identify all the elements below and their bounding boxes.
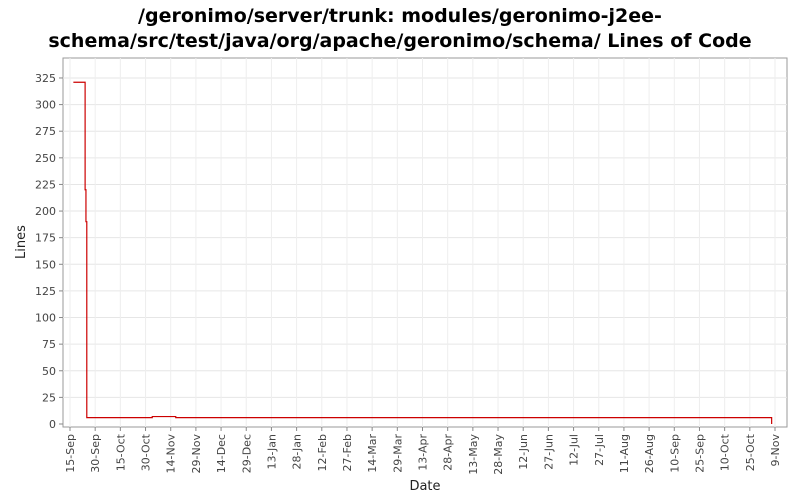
y-axis: 0 25 50 75 100 125 150 175 200 225 250 275 300 325	[35, 72, 63, 431]
x-tick-label: 10-Sep	[668, 434, 681, 473]
x-tick-label: 27-Jul	[593, 434, 606, 466]
x-axis: 15-Sep 30-Sep 15-Oct 30-Oct 14-Nov 29-Nov 14-D…	[64, 427, 782, 475]
y-tick-label: 25	[42, 391, 56, 404]
x-tick-label: 30-Sep	[89, 434, 102, 473]
x-tick-label: 15-Sep	[64, 434, 77, 473]
x-tick-label: 9-Nov	[769, 434, 782, 467]
y-tick-label: 50	[42, 365, 56, 378]
x-tick-label: 11-Aug	[618, 434, 631, 473]
x-tick-label: 25-Oct	[744, 433, 757, 471]
x-tick-label: 30-Oct	[140, 433, 153, 471]
y-tick-label: 225	[35, 178, 56, 191]
y-tick-label: 125	[35, 285, 56, 298]
x-tick-label: 14-Dec	[215, 434, 228, 473]
x-tick-label: 27-Feb	[341, 434, 354, 471]
x-tick-label: 25-Sep	[693, 434, 706, 473]
chart-title-line-1: /geronimo/server/trunk: modules/geronimo…	[138, 5, 662, 27]
x-tick-label: 14-Mar	[366, 434, 379, 473]
x-tick-label: 28-May	[492, 434, 505, 475]
x-tick-label: 29-Dec	[240, 434, 253, 473]
grid-lines	[63, 58, 787, 427]
x-tick-label: 15-Oct	[114, 433, 127, 471]
x-tick-label: 14-Nov	[165, 434, 178, 474]
x-tick-label: 12-Feb	[316, 434, 329, 471]
chart-title: /geronimo/server/trunk: modules/geronimo…	[0, 4, 800, 54]
y-axis-label: Lines	[14, 225, 29, 259]
x-tick-label: 13-Jan	[265, 434, 278, 470]
x-tick-label: 13-Apr	[417, 434, 430, 471]
chart-title-line-2: schema/src/test/java/org/apache/geronimo…	[48, 30, 752, 52]
y-tick-label: 275	[35, 125, 56, 138]
plot-area	[62, 57, 788, 428]
x-tick-label: 28-Jan	[291, 434, 304, 470]
x-tick-label: 10-Oct	[719, 433, 732, 471]
y-tick-label: 300	[35, 99, 56, 112]
x-tick-label: 26-Aug	[643, 434, 656, 473]
y-tick-label: 250	[35, 152, 56, 165]
x-tick-label: 27-Jun	[542, 434, 555, 470]
x-axis-label: Date	[409, 479, 440, 494]
x-tick-label: 28-Apr	[442, 434, 455, 471]
y-tick-label: 75	[42, 338, 56, 351]
series-group	[73, 81, 773, 424]
x-tick-label: 29-Nov	[190, 434, 203, 474]
x-tick-label: 12-Jul	[568, 434, 581, 466]
y-tick-label: 150	[35, 258, 56, 271]
y-tick-label: 100	[35, 312, 56, 325]
y-tick-label: 0	[49, 418, 56, 431]
y-tick-label: 200	[35, 205, 56, 218]
y-tick-label: 325	[35, 72, 56, 85]
x-tick-label: 29-Mar	[391, 434, 404, 473]
y-tick-label: 175	[35, 232, 56, 245]
series-line	[73, 81, 773, 424]
x-tick-label: 12-Jun	[517, 434, 530, 470]
x-tick-label: 13-May	[467, 434, 480, 475]
